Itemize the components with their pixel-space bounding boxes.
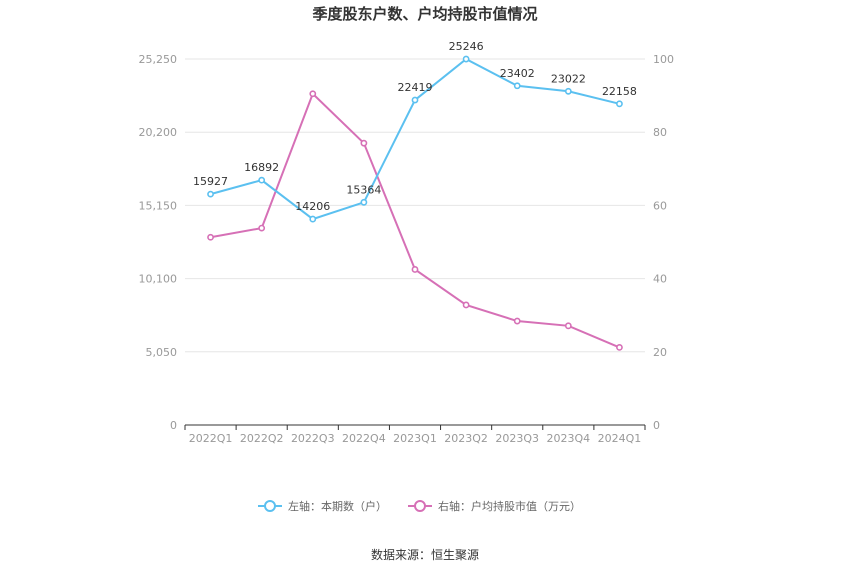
right-tick-label: 60 [653,199,667,212]
axes: 0 5,050 10,100 15,150 20,200 25,250 0 20 40 60 80 1… [139,53,675,445]
data-point[interactable] [360,139,368,147]
data-point[interactable] [411,96,419,104]
right-tick-label: 20 [653,346,667,359]
data-label: 15364 [346,183,381,196]
data-label: 22419 [398,81,433,94]
chart-title: 季度股东户数、户均持股市值情况 [312,5,537,23]
data-label: 23022 [551,72,586,85]
data-point[interactable] [616,344,623,351]
legend-marker [264,500,276,512]
data-label: 14206 [295,200,330,213]
data-point[interactable] [207,190,214,198]
data-point[interactable] [309,90,317,98]
legend-item[interactable]: 左轴：本期数（户） [258,499,387,513]
data-label: 16892 [244,161,279,174]
legend-label: 右轴：户均持股市值（万元） [438,499,581,513]
x-tick-label: 2023Q4 [547,432,591,445]
data-point[interactable] [564,322,572,330]
data-point[interactable] [564,87,572,95]
left-tick-label: 0 [170,419,177,432]
right-tick-label: 100 [653,53,674,66]
legend-item[interactable]: 右轴：户均持股市值（万元） [408,499,581,513]
left-tick-label: 15,150 [139,199,178,212]
grid [185,58,645,353]
left-tick-label: 25,250 [139,53,178,66]
x-tick-label: 2022Q1 [189,432,233,445]
data-label: 15927 [193,175,228,188]
legend[interactable]: 左轴：本期数（户） 右轴：户均持股市值（万元） [258,499,581,513]
x-tick-label: 2023Q2 [444,432,488,445]
data-point[interactable] [411,266,419,273]
x-tick-label: 2022Q4 [342,432,386,445]
data-point[interactable] [258,224,266,232]
data-point[interactable] [513,82,521,90]
data-label: 25246 [449,40,484,53]
left-tick-label: 5,050 [146,346,178,359]
data-point[interactable] [616,100,623,108]
series-points [207,55,623,351]
right-tick-label: 40 [653,273,667,286]
legend-label: 左轴：本期数（户） [288,499,387,513]
x-tick-label: 2022Q3 [291,432,335,445]
right-tick-label: 80 [653,126,667,139]
left-tick-label: 10,100 [139,273,178,286]
right-tick-label: 0 [653,419,660,432]
data-point[interactable] [207,233,214,241]
x-tick-label: 2022Q2 [240,432,284,445]
legend-marker [414,500,426,512]
data-label: 22158 [602,85,637,98]
data-label: 23402 [500,67,535,80]
x-tick-label: 2024Q1 [598,432,642,445]
data-labels: 15927 16892 14206 15364 22419 25246 23402 23022… [193,40,637,213]
data-point[interactable] [462,301,470,309]
data-point[interactable] [513,317,521,325]
data-point[interactable] [360,198,368,206]
data-point[interactable] [258,176,266,184]
data-point[interactable] [462,55,470,63]
x-tick-label: 2023Q3 [495,432,539,445]
left-tick-label: 20,200 [139,126,178,139]
data-point[interactable] [309,215,317,223]
x-tick-label: 2023Q1 [393,432,437,445]
source-note: 数据来源：恒生聚源 [371,547,479,562]
